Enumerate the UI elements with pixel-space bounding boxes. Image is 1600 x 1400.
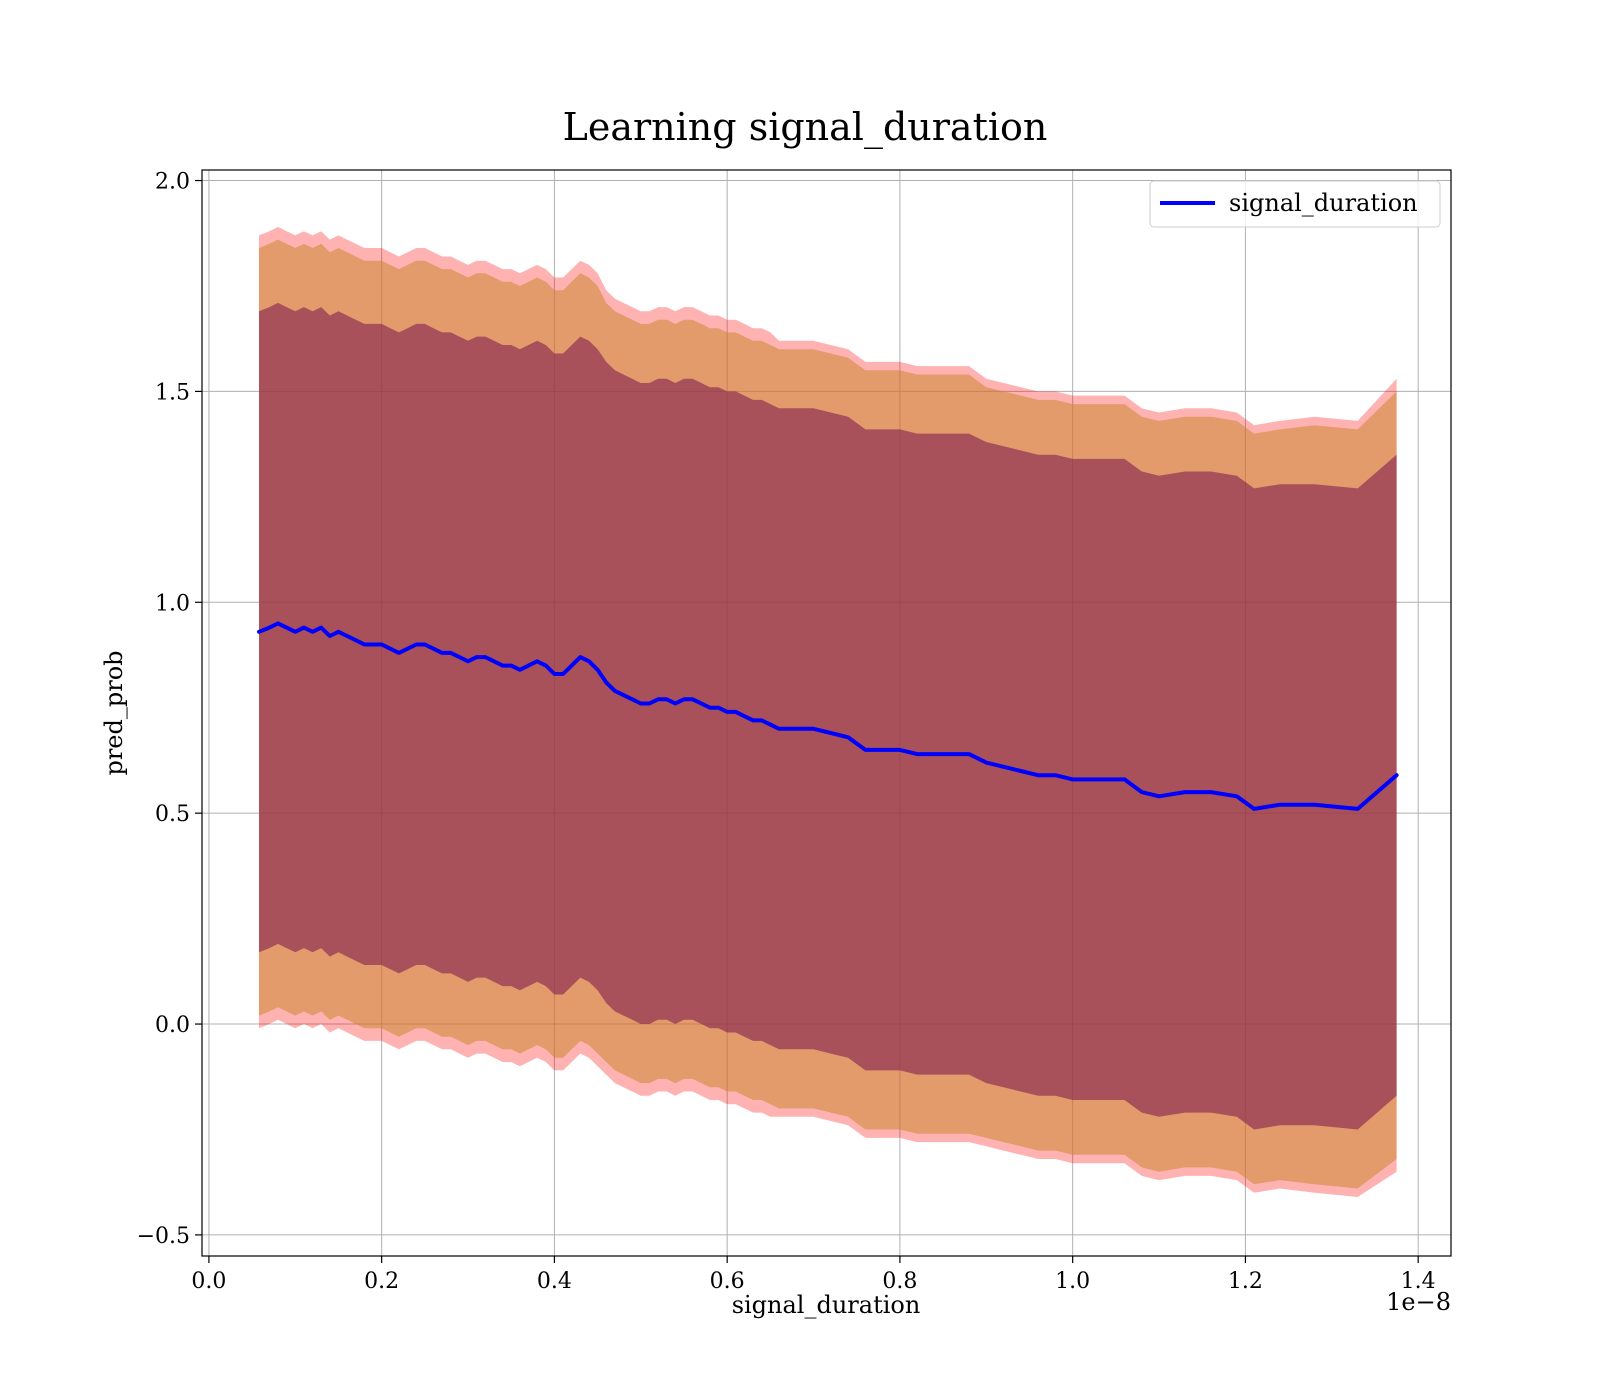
y-tick-label: 2.0 xyxy=(155,170,190,195)
y-tick-label: −0.5 xyxy=(137,1224,190,1249)
x-axis-label: signal_duration xyxy=(732,1291,921,1319)
series-line-signal-duration xyxy=(257,621,1399,811)
legend: signal_duration xyxy=(1149,180,1441,228)
y-tick-label: 0.0 xyxy=(155,1013,190,1038)
x-tick-label: 0.2 xyxy=(364,1269,399,1294)
chart-title: Learning signal_duration xyxy=(563,105,1048,150)
band-inner xyxy=(259,302,1397,1130)
confidence-bands xyxy=(259,226,1397,1197)
y-tick-label: 0.5 xyxy=(155,802,190,827)
y-tick-label: 1.5 xyxy=(155,380,190,405)
legend-label-signal-duration: signal_duration xyxy=(1229,189,1418,217)
x-tick-label: 1.0 xyxy=(1055,1269,1090,1294)
x-tick-label: 1.2 xyxy=(1228,1269,1263,1294)
x-tick-label: 0.4 xyxy=(537,1269,572,1294)
axis-ticks: 0.0 0.2 0.4 0.6 0.8 1.0 1.2 1.4−0.50.00.51.01.5… xyxy=(137,170,1436,1294)
x-tick-label: 0.8 xyxy=(882,1269,917,1294)
y-tick-label: 1.0 xyxy=(155,591,190,616)
x-tick-label: 1.4 xyxy=(1401,1269,1436,1294)
x-tick-label: 0.0 xyxy=(191,1269,226,1294)
x-tick-label: 0.6 xyxy=(710,1269,745,1294)
series-lines xyxy=(257,621,1399,811)
y-axis-label: pred_prob xyxy=(100,650,128,775)
x-axis-offset-label: 1e−8 xyxy=(1386,1288,1451,1316)
legend-box xyxy=(1149,180,1441,228)
plot-frame xyxy=(201,169,1452,1257)
